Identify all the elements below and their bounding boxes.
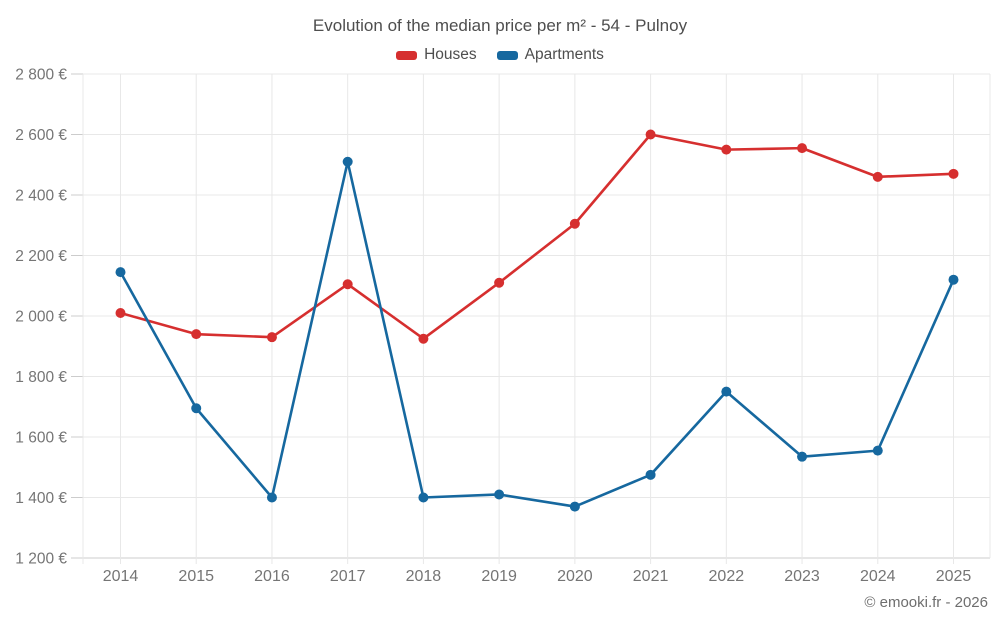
data-point-houses-2017[interactable]: [342, 279, 353, 290]
chart-title: Evolution of the median price per m² - 5…: [312, 16, 688, 35]
x-axis-label: 2015: [178, 568, 214, 585]
data-point-houses-2019[interactable]: [494, 277, 505, 288]
data-point-houses-2016[interactable]: [266, 332, 277, 343]
y-axis-label: 1 200 €: [15, 551, 67, 568]
chart-legend: Houses Apartments: [0, 46, 1000, 64]
x-axis-label: 2016: [254, 568, 290, 585]
data-point-apartments-2025[interactable]: [948, 274, 959, 285]
x-axis-label: 2020: [557, 568, 593, 585]
data-point-apartments-2019[interactable]: [494, 489, 505, 500]
data-point-apartments-2020[interactable]: [569, 501, 580, 512]
x-axis-label: 2019: [481, 568, 517, 585]
x-axis-label: 2021: [633, 568, 669, 585]
y-axis-label: 2 200 €: [15, 248, 67, 265]
data-point-apartments-2024[interactable]: [872, 445, 883, 456]
data-point-apartments-2017[interactable]: [342, 156, 353, 167]
data-point-houses-2015[interactable]: [191, 329, 202, 340]
legend-item-houses[interactable]: Houses: [396, 46, 477, 64]
data-point-houses-2020[interactable]: [569, 218, 580, 229]
data-point-apartments-2018[interactable]: [418, 492, 429, 503]
series-apartments: [115, 156, 959, 512]
data-point-apartments-2021[interactable]: [645, 469, 656, 480]
y-axis-label: 1 800 €: [15, 369, 67, 386]
y-axis-label: 2 600 €: [15, 127, 67, 144]
series-apartments-line: [119, 160, 955, 508]
data-point-apartments-2016[interactable]: [266, 492, 277, 503]
legend-swatch-apartments: [496, 50, 518, 60]
y-axis-label: 2 400 €: [15, 188, 67, 205]
data-point-apartments-2015[interactable]: [191, 403, 202, 414]
x-axis-label: 2023: [784, 568, 820, 585]
data-point-houses-2025[interactable]: [948, 168, 959, 179]
data-point-apartments-2022[interactable]: [721, 386, 732, 397]
legend-item-apartments[interactable]: Apartments: [496, 46, 604, 64]
data-point-houses-2023[interactable]: [797, 143, 808, 154]
data-point-houses-2018[interactable]: [418, 333, 429, 344]
series-houses-line: [119, 133, 955, 340]
y-axis-label: 2 000 €: [15, 309, 67, 326]
x-axis-label: 2024: [860, 568, 896, 585]
x-axis-label: 2022: [709, 568, 745, 585]
legend-label: Apartments: [524, 46, 604, 63]
x-axis-label: 2018: [406, 568, 442, 585]
x-axis-label: 2025: [936, 568, 972, 585]
x-axis-label: 2017: [330, 568, 366, 585]
data-point-houses-2021[interactable]: [645, 129, 656, 140]
y-axis-label: 2 800 €: [15, 67, 67, 84]
data-point-houses-2014[interactable]: [115, 307, 126, 318]
series-houses: [115, 129, 959, 344]
legend-swatch-houses: [396, 50, 418, 60]
grid-lines: [71, 73, 991, 564]
copyright-watermark: © emooki.fr - 2026: [864, 594, 988, 611]
legend-label: Houses: [424, 46, 477, 63]
data-point-apartments-2023[interactable]: [797, 451, 808, 462]
y-axis-label: 1 600 €: [15, 430, 67, 447]
x-axis-label: 2014: [103, 568, 139, 585]
data-point-houses-2024[interactable]: [872, 171, 883, 182]
data-point-houses-2022[interactable]: [721, 144, 732, 155]
data-point-apartments-2014[interactable]: [115, 267, 126, 278]
y-axis-label: 1 400 €: [15, 490, 67, 507]
